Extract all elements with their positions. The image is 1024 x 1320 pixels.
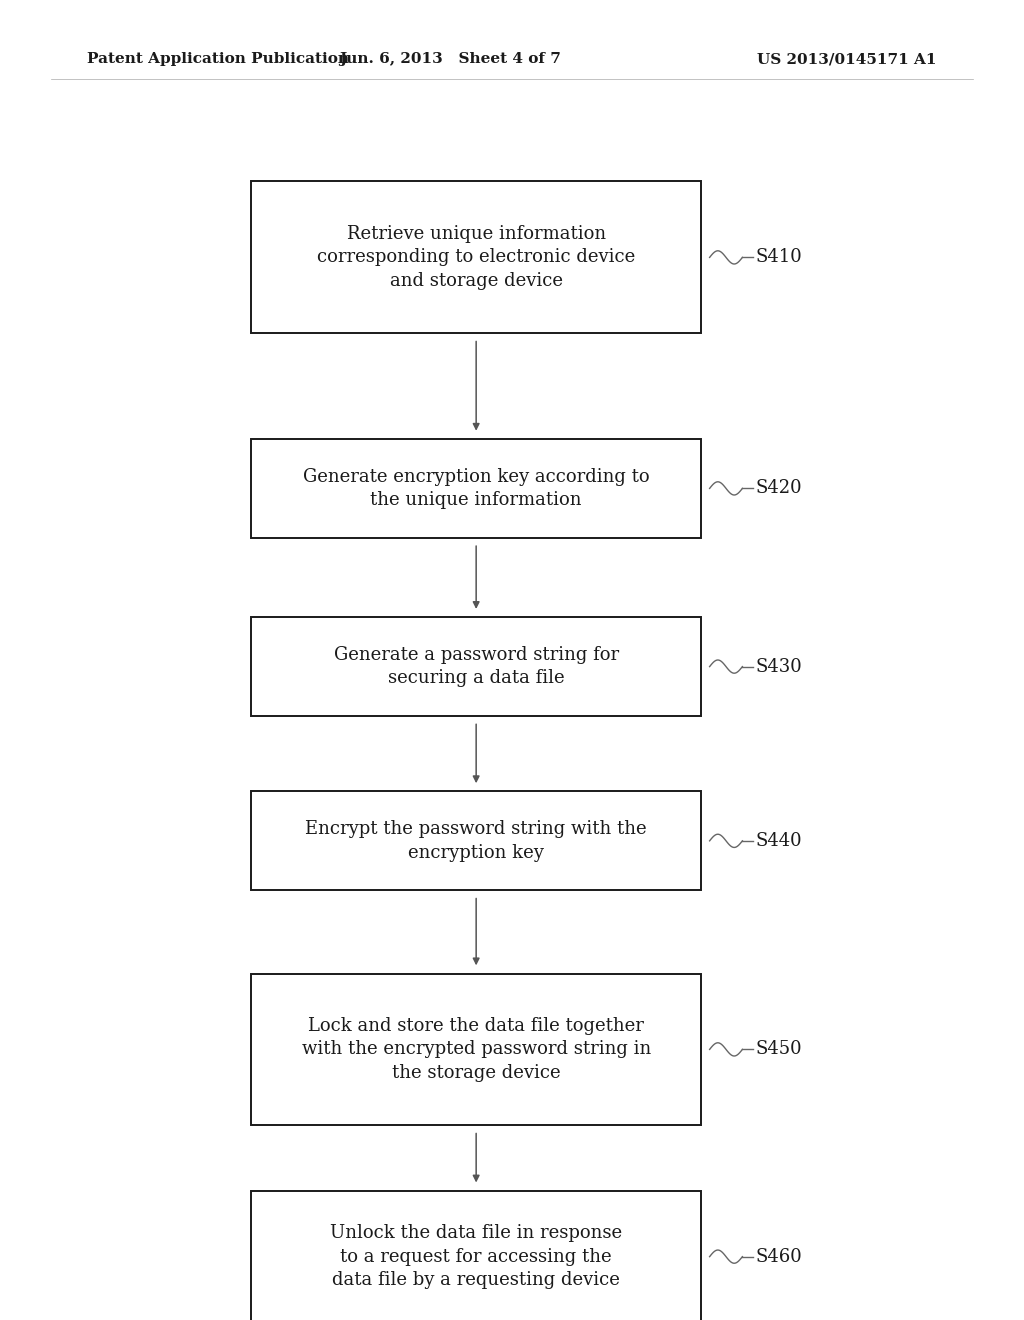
- Text: Unlock the data file in response
to a request for accessing the
data file by a r: Unlock the data file in response to a re…: [330, 1224, 623, 1290]
- Bar: [251, 438, 701, 539]
- Bar: [251, 791, 701, 890]
- Text: S430: S430: [756, 657, 803, 676]
- Text: Patent Application Publication: Patent Application Publication: [87, 53, 349, 66]
- Bar: [251, 974, 701, 1125]
- Text: S440: S440: [756, 832, 803, 850]
- Text: Lock and store the data file together
with the encrypted password string in
the : Lock and store the data file together wi…: [301, 1016, 651, 1082]
- Bar: [251, 618, 701, 715]
- Text: US 2013/0145171 A1: US 2013/0145171 A1: [758, 53, 937, 66]
- Text: S450: S450: [756, 1040, 803, 1059]
- Bar: [251, 181, 701, 333]
- Text: Generate encryption key according to
the unique information: Generate encryption key according to the…: [303, 467, 649, 510]
- Text: Retrieve unique information
corresponding to electronic device
and storage devic: Retrieve unique information correspondin…: [317, 224, 635, 290]
- Text: S420: S420: [756, 479, 803, 498]
- Text: S410: S410: [756, 248, 803, 267]
- Bar: [251, 1191, 701, 1320]
- Text: Encrypt the password string with the
encryption key: Encrypt the password string with the enc…: [305, 820, 647, 862]
- Text: S460: S460: [756, 1247, 803, 1266]
- Text: Jun. 6, 2013   Sheet 4 of 7: Jun. 6, 2013 Sheet 4 of 7: [340, 53, 561, 66]
- Text: Generate a password string for
securing a data file: Generate a password string for securing …: [334, 645, 618, 688]
